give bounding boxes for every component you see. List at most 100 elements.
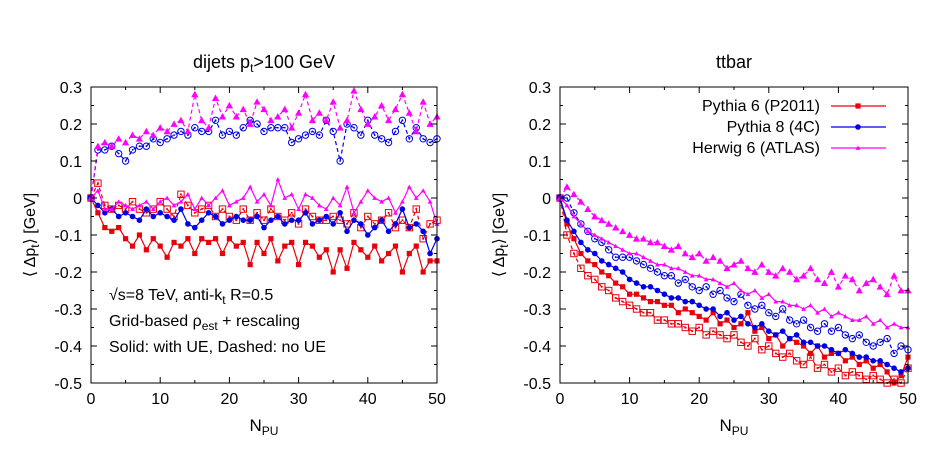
left-point-3-27-dot <box>276 126 279 129</box>
right-point-0-7 <box>606 273 612 279</box>
left-point-3-10 <box>156 138 164 147</box>
left-point-1-45 <box>398 216 407 224</box>
right-point-3-10-dot <box>628 256 631 259</box>
right-point-4-14 <box>655 262 660 267</box>
right-point-4-18 <box>682 269 688 274</box>
right-point-3-34 <box>792 320 801 328</box>
left-point-0-11 <box>164 254 170 260</box>
right-point-1-28 <box>751 334 759 343</box>
left-point-0-15 <box>192 250 198 257</box>
left-point-3-24 <box>253 120 261 128</box>
right-point-0-42 <box>849 354 855 360</box>
right-xtick-label-4: 40 <box>830 391 848 408</box>
left-point-0-29 <box>289 239 295 245</box>
left-point-0-28 <box>282 243 288 249</box>
left-point-4-26 <box>268 203 274 208</box>
left-point-2-32 <box>309 221 316 227</box>
right-point-1-20 <box>695 323 703 332</box>
left-point-3-35-dot <box>332 130 335 133</box>
right-point-4-16 <box>668 265 674 271</box>
left-point-2-16 <box>198 217 205 223</box>
right-point-3-28 <box>751 305 759 313</box>
right-point-2-13 <box>647 284 654 290</box>
right-point-4-2 <box>571 214 577 219</box>
left-point-2-30 <box>295 217 302 223</box>
left-point-4-38 <box>351 210 357 215</box>
left-point-4-44 <box>393 210 398 215</box>
right-point-5-39 <box>827 268 836 275</box>
left-point-5-9 <box>149 131 157 138</box>
left-point-1-19 <box>218 205 227 213</box>
left-point-4-25 <box>261 191 267 197</box>
left-point-4-24 <box>254 199 260 204</box>
left-point-1-47-dot <box>415 208 418 210</box>
right-point-0-18 <box>682 306 688 312</box>
right-point-3-38 <box>820 320 829 328</box>
left-ytick-label-1: 0.2 <box>60 117 82 134</box>
left-point-5-27 <box>274 113 282 120</box>
right-point-1-37 <box>813 364 822 372</box>
left-point-2-26 <box>268 217 274 223</box>
right-point-4-13 <box>648 258 653 263</box>
right-point-1-26-dot <box>740 341 742 344</box>
right-point-3-19 <box>688 283 696 291</box>
right-point-1-34 <box>792 357 801 365</box>
right-point-0-13 <box>647 299 654 305</box>
right-point-2-22 <box>710 306 716 312</box>
left-point-1-14 <box>184 201 192 210</box>
right-point-0-16 <box>668 302 674 308</box>
right-point-2-46 <box>877 358 883 364</box>
left-point-2-27 <box>275 213 281 220</box>
left-point-1-6-dot <box>131 200 134 203</box>
right-point-3-14-dot <box>656 271 659 273</box>
left-point-1-31-dot <box>304 208 307 210</box>
left-point-1-4-dot <box>117 204 120 207</box>
left-point-0-9 <box>150 236 156 242</box>
right-xtick-label-1: 10 <box>621 391 639 408</box>
right-point-1-43-dot <box>858 374 861 377</box>
right-point-1-13-dot <box>649 311 652 314</box>
left-point-2-46 <box>406 224 413 231</box>
left-point-5-48 <box>419 98 427 105</box>
right-ytick-label-7: -0.4 <box>523 339 551 356</box>
right-point-3-20-dot <box>698 289 701 292</box>
right-point-0-38 <box>821 354 828 360</box>
left-point-3-9-dot <box>152 137 155 140</box>
left-point-2-39 <box>358 221 364 227</box>
left-point-2-38 <box>351 217 357 223</box>
right-point-1-35-dot <box>802 363 805 366</box>
right-legend-label-0: Pythia 6 (P2011) <box>702 98 820 115</box>
right-point-2-7 <box>605 261 612 268</box>
left-point-3-2-dot <box>103 149 106 151</box>
left-point-3-7 <box>135 142 144 150</box>
left-point-5-6 <box>128 131 137 138</box>
left-point-5-23 <box>246 120 254 127</box>
left-xtick-label-5: 50 <box>428 391 446 408</box>
right-point-5-40 <box>834 283 842 290</box>
right-point-3-8-dot <box>614 256 617 259</box>
right-point-3-49-dot <box>900 345 902 347</box>
left-ytick-label-8: -0.5 <box>54 376 82 393</box>
right-point-1-23 <box>716 331 724 339</box>
left-point-2-28 <box>281 221 288 227</box>
right-point-0-27 <box>745 310 751 316</box>
left-point-0-24 <box>254 239 260 245</box>
left-point-5-16 <box>198 116 206 124</box>
right-point-3-4 <box>584 227 592 236</box>
right-point-3-35-dot <box>802 319 805 321</box>
right-legend-marker-2 <box>855 145 861 150</box>
left-xtick-label-3: 30 <box>290 391 308 408</box>
left-point-0-12 <box>171 239 177 245</box>
left-point-4-22 <box>240 195 246 200</box>
left-point-3-48-dot <box>422 137 425 140</box>
left-point-3-13 <box>177 127 185 136</box>
right-point-1-41 <box>841 371 850 380</box>
right-point-3-32-dot <box>781 308 784 310</box>
right-point-5-34 <box>793 275 801 283</box>
right-point-2-29 <box>759 321 765 327</box>
left-point-3-26-dot <box>270 126 272 129</box>
left-ytick-label-5: -0.2 <box>54 265 82 282</box>
left-point-3-49 <box>426 138 434 147</box>
left-point-3-13-dot <box>180 130 182 133</box>
